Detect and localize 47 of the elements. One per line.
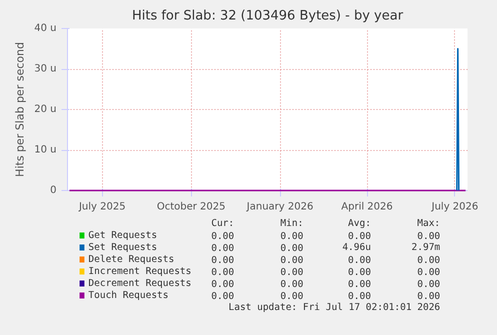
text: 0.00 [417,231,440,242]
text: 0.00 [280,267,304,278]
text: 0.00 [417,255,440,266]
legend-label: Get Requests [88,230,158,241]
text: Last update: Fri Jul 17 02:01:01 2026 [228,302,440,313]
text: Avg: [348,218,371,229]
legend-label: Touch Requests [88,290,169,301]
y-axis-title: Hits per Slab per second [13,42,26,177]
legend-label: Set Requests [88,242,158,253]
text: 0.00 [211,267,234,278]
y-tick-label: 0 [50,185,57,196]
legend-label: Decrement Requests [88,278,192,289]
legend-label: Delete Requests [88,254,174,265]
text: 4.96u [342,242,371,253]
text: Cur: [211,218,234,229]
y-tick-label: 20 u [34,104,57,115]
text: 0.00 [211,231,234,242]
text: 0.00 [280,291,304,302]
text: 0.00 [280,231,304,242]
text: 0.00 [280,279,304,290]
y-tick-label: 40 u [34,23,57,34]
text: Min: [280,218,304,229]
x-tick-label: October 2025 [156,202,226,212]
text: 0.00 [417,291,440,302]
x-tick-label: January 2026 [246,202,314,212]
text: 0.00 [417,279,440,290]
y-tick-label: 10 u [34,144,57,156]
legend-label: Increment Requests [88,266,192,277]
text: 0.00 [348,255,372,266]
text: 0.00 [348,231,372,242]
text: 0.00 [348,279,372,290]
text: 0.00 [280,255,304,266]
y-tick-label: 30 u [34,64,57,74]
x-tick-label: July 2025 [78,202,126,212]
x-tick-label: July 2026 [430,202,478,212]
chart-title: Hits for Slab: 32 (103496 Bytes) - by year [132,8,404,24]
text: 0.00 [348,291,372,302]
text: 0.00 [211,291,234,302]
text: 0.00 [211,255,234,266]
text: Max: [417,218,440,229]
text: 0.00 [211,243,234,254]
text: 2.97m [412,242,440,253]
text: 0.00 [211,279,234,290]
text: 0.00 [417,267,440,278]
x-tick-label: April 2026 [341,202,393,212]
text: 0.00 [348,267,372,278]
text: 0.00 [280,243,304,254]
